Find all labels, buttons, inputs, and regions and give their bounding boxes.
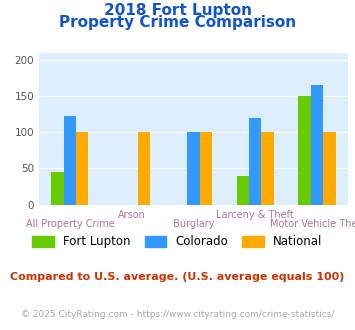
Bar	[138, 132, 150, 205]
Bar	[261, 132, 274, 205]
Bar	[76, 132, 88, 205]
Bar	[187, 132, 200, 205]
Text: Arson: Arson	[118, 210, 146, 219]
Text: © 2025 CityRating.com - https://www.cityrating.com/crime-statistics/: © 2025 CityRating.com - https://www.city…	[21, 310, 334, 319]
Bar	[323, 132, 335, 205]
Text: Property Crime Comparison: Property Crime Comparison	[59, 15, 296, 30]
Text: 2018 Fort Lupton: 2018 Fort Lupton	[104, 3, 251, 18]
Text: All Property Crime: All Property Crime	[26, 219, 114, 229]
Bar	[311, 85, 323, 205]
Text: Burglary: Burglary	[173, 219, 214, 229]
Bar	[249, 118, 261, 205]
Bar	[299, 96, 311, 205]
Bar	[200, 132, 212, 205]
Bar	[64, 116, 76, 205]
Bar	[237, 176, 249, 205]
Text: Compared to U.S. average. (U.S. average equals 100): Compared to U.S. average. (U.S. average …	[10, 272, 345, 282]
Legend: Fort Lupton, Colorado, National: Fort Lupton, Colorado, National	[28, 231, 327, 253]
Text: Larceny & Theft: Larceny & Theft	[216, 210, 294, 219]
Text: Motor Vehicle Theft: Motor Vehicle Theft	[270, 219, 355, 229]
Bar	[51, 172, 64, 205]
